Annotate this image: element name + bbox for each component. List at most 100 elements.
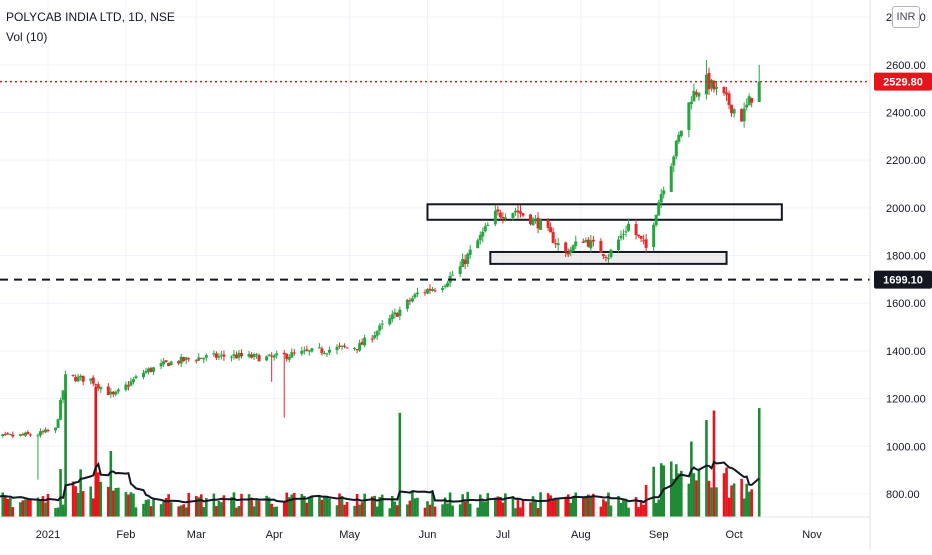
candle-body <box>257 355 261 362</box>
candle-body <box>534 218 538 220</box>
volume-bar <box>657 499 660 517</box>
candle-body <box>742 108 746 122</box>
candle-body <box>727 93 731 106</box>
candle-body <box>405 299 409 309</box>
candle-body <box>654 214 658 226</box>
volume-bar <box>19 502 22 517</box>
candle-body <box>229 356 233 358</box>
volume-bar <box>388 508 392 517</box>
candle-body <box>267 354 271 356</box>
candle-body <box>114 391 118 395</box>
volume-bar <box>478 494 482 517</box>
volume-bar <box>496 496 500 517</box>
price-tick-label: 1600.00 <box>886 298 926 310</box>
candle-body <box>162 361 166 365</box>
candle-body <box>96 384 100 389</box>
time-tick-label: 2021 <box>36 529 60 541</box>
candle-body <box>373 335 377 339</box>
volume-bar <box>745 483 748 517</box>
volume-bar <box>64 374 67 517</box>
candle-body <box>398 309 402 316</box>
currency-button[interactable]: INR <box>892 6 920 28</box>
candle-body <box>441 288 445 290</box>
candle-body <box>730 104 734 114</box>
candle-body <box>199 357 203 359</box>
candle-body <box>451 274 455 276</box>
candle-body <box>59 399 63 420</box>
candle-body <box>285 353 289 360</box>
candle-body <box>255 354 259 356</box>
candle-body <box>513 211 517 213</box>
candle-body <box>687 102 691 131</box>
candle-body <box>147 368 151 373</box>
candle-body <box>287 357 291 360</box>
candle-body <box>644 239 648 248</box>
volume-bar <box>398 412 402 517</box>
last-price-badge: 2529.80 <box>874 72 932 91</box>
volume-bar <box>270 503 273 517</box>
volume-bar <box>345 502 349 517</box>
candle-body <box>217 355 221 358</box>
volume-bar <box>370 496 374 517</box>
volume-bar <box>607 492 610 517</box>
candle-body <box>240 352 244 357</box>
volume-bar <box>275 506 278 517</box>
price-axis: 2800.002600.002400.002200.002000.001800.… <box>870 0 932 550</box>
candle-body <box>18 434 22 436</box>
price-tick-label: 800.00 <box>886 489 920 501</box>
candle-body <box>476 240 480 249</box>
volume-bar <box>431 492 434 517</box>
volume-bar <box>36 497 40 517</box>
volume-bar <box>592 493 595 517</box>
candle-body <box>549 227 553 233</box>
volume-bar <box>1 492 5 517</box>
candle-body <box>300 350 304 354</box>
volume-bar <box>220 502 223 517</box>
candle-body <box>433 290 437 292</box>
volume-bar <box>325 496 329 517</box>
candle-body <box>428 288 432 291</box>
candle-body <box>187 358 191 360</box>
candle-body <box>410 298 414 302</box>
volume-bar <box>305 502 309 517</box>
volume-bar <box>416 497 419 517</box>
candle-body <box>483 226 487 232</box>
candle-body <box>606 258 610 260</box>
volume-bar <box>124 492 128 517</box>
volume-bar <box>114 487 118 517</box>
volume-bar <box>265 495 268 517</box>
volume-bar <box>338 493 341 517</box>
volume-bar <box>343 504 346 517</box>
volume-bar <box>571 496 575 517</box>
volume-bar <box>308 496 311 517</box>
candle-body <box>692 90 696 102</box>
volume-bar <box>529 502 532 517</box>
candle-body <box>61 390 65 400</box>
candle-body <box>23 432 27 436</box>
volume-bar <box>499 497 502 517</box>
volume-bar <box>446 503 449 517</box>
candle-body <box>591 239 595 242</box>
candle-body <box>56 419 60 428</box>
volume-indicator-label: Vol (10) <box>6 30 48 44</box>
volume-bar <box>318 496 321 517</box>
volume-bar <box>551 499 555 517</box>
volume-bar <box>59 469 62 517</box>
volume-bar <box>680 470 683 517</box>
candle-body <box>1 434 5 437</box>
volume-bar <box>637 507 640 517</box>
symbol-title: POLYCAB INDIA LTD, 1D, NSE <box>6 10 175 24</box>
volume-bar <box>441 504 444 517</box>
volume-bar <box>574 492 578 517</box>
candle-body <box>322 353 326 355</box>
candle-body <box>697 92 701 97</box>
candle-body <box>307 350 311 352</box>
candle-body <box>177 361 181 364</box>
candle-body <box>468 249 472 255</box>
volume-bar <box>674 464 678 517</box>
level-price-badge-bg <box>874 270 932 289</box>
candle-body <box>446 283 450 287</box>
candles <box>1 60 761 480</box>
